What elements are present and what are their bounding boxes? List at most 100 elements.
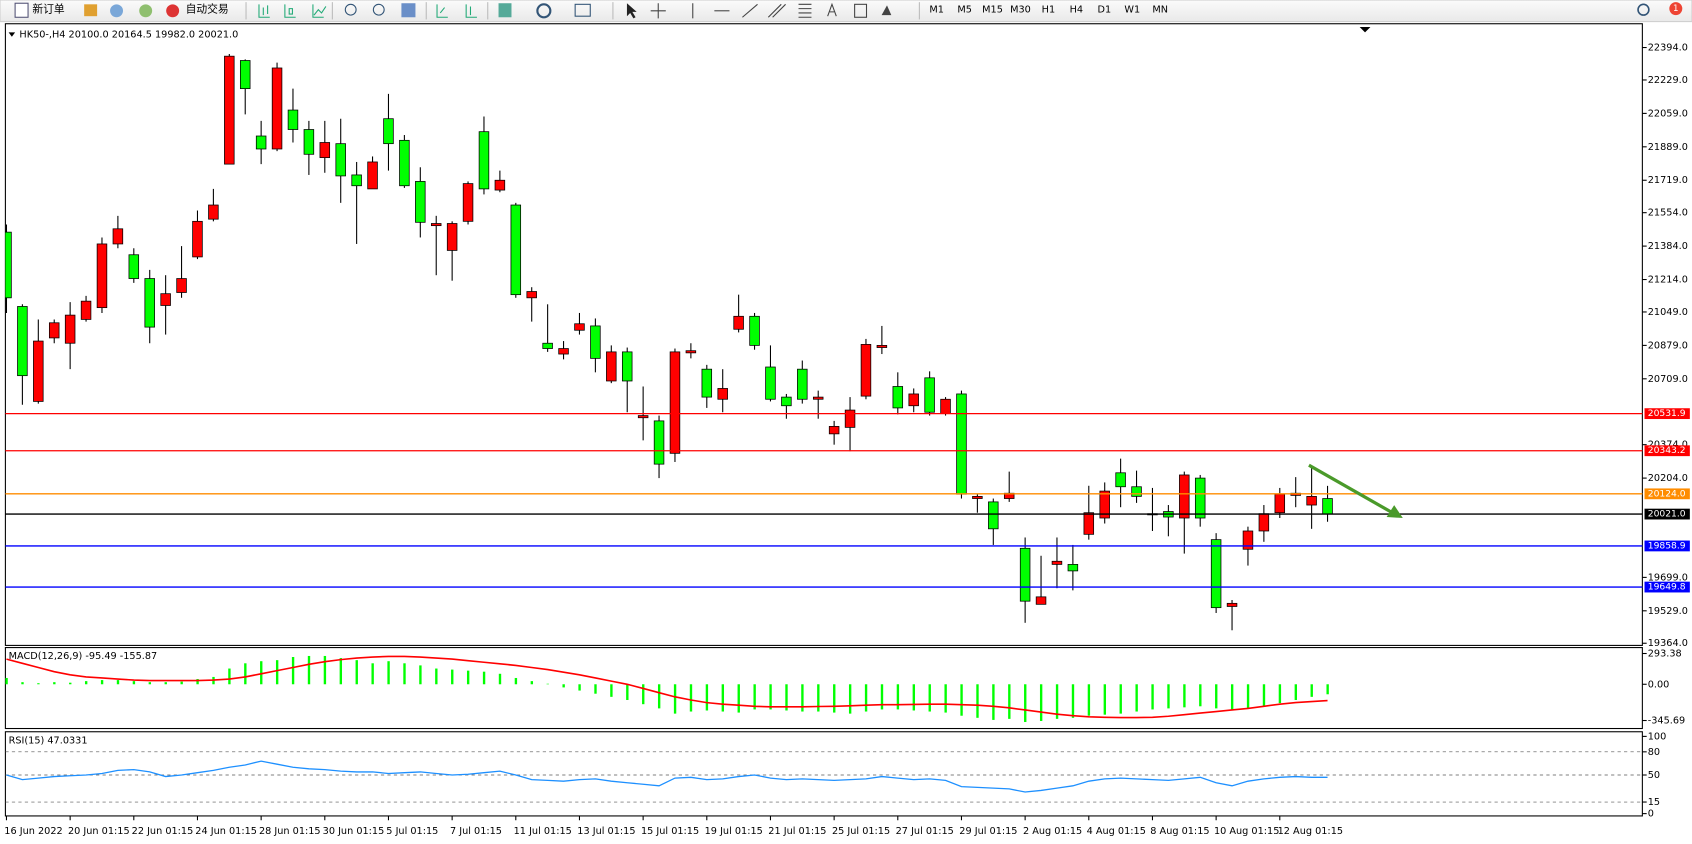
auto-trading-button[interactable]: 自动交易 <box>186 3 229 16</box>
candle-body <box>574 323 585 331</box>
y-tick-label: 20374.0 <box>1648 440 1688 451</box>
toolbar-icon[interactable] <box>139 4 153 18</box>
candle-body <box>1226 602 1238 607</box>
candle-body <box>96 243 108 309</box>
zoom-out-button[interactable] <box>372 3 385 16</box>
macd-bar <box>196 679 199 685</box>
macd-bar <box>180 681 183 685</box>
timeframe-button[interactable]: D1 <box>1098 5 1112 16</box>
candle-body <box>972 496 983 499</box>
macd-bar <box>1055 684 1059 719</box>
rsi-panel <box>4 731 1643 817</box>
candle-body <box>430 223 442 227</box>
candle-body <box>542 342 553 349</box>
arrows-button[interactable] <box>881 5 892 16</box>
trendline-button[interactable] <box>742 3 758 18</box>
macd-bar <box>1326 684 1329 695</box>
x-tick-label: 16 Jun 2022 <box>4 826 62 837</box>
timeframe-button[interactable]: W1 <box>1124 5 1140 16</box>
y-tick-label: 20709.0 <box>1648 374 1688 385</box>
toolbar-icon[interactable] <box>110 4 124 18</box>
y-tick-label: 20879.0 <box>1648 340 1688 351</box>
candle-body <box>1242 530 1254 550</box>
rsi-title: RSI(15) 47.0331 <box>9 735 88 746</box>
candle-body <box>1131 486 1142 497</box>
macd-bar <box>1199 684 1202 707</box>
timeframe-button[interactable]: M15 <box>982 5 1003 16</box>
label-button[interactable] <box>854 3 868 18</box>
macd-bar <box>626 684 629 700</box>
toolbar-icon[interactable] <box>84 4 98 17</box>
macd-bar <box>387 661 390 685</box>
candle-body <box>383 118 394 145</box>
price-level-label: 19858.9 <box>1648 540 1686 551</box>
price-level-tag <box>1644 508 1690 520</box>
candle-body <box>781 396 792 407</box>
candle-body <box>1083 512 1095 535</box>
periods-button[interactable] <box>536 3 552 19</box>
tile-button[interactable] <box>401 3 416 18</box>
candle-body <box>940 398 951 414</box>
macd-bar <box>228 668 231 685</box>
notification-count[interactable]: 1 <box>1673 4 1678 14</box>
new-order-button[interactable]: 新订单 <box>32 3 65 16</box>
macd-bar <box>594 684 597 694</box>
macd-bar <box>451 669 454 685</box>
candle-body <box>1306 496 1317 506</box>
macd-bar <box>944 684 947 713</box>
candle-body <box>160 293 171 306</box>
timeframe-button[interactable]: H4 <box>1070 5 1083 16</box>
price-level-label: 20531.9 <box>1648 408 1686 419</box>
timeframe-button[interactable]: M1 <box>929 5 944 16</box>
cursor-button[interactable] <box>626 3 637 19</box>
candle-body <box>1194 477 1206 519</box>
macd-bar <box>753 684 756 710</box>
shift-button[interactable] <box>465 4 477 18</box>
new-order-icon[interactable] <box>14 2 29 18</box>
timeframe-button[interactable]: M5 <box>957 5 972 16</box>
candle-body <box>192 220 203 258</box>
timeframe-button[interactable]: H1 <box>1042 5 1055 16</box>
candle-body <box>892 386 904 409</box>
annotation-arrow <box>1308 463 1395 516</box>
candle-body <box>239 60 251 90</box>
macd-bar <box>355 660 358 685</box>
line-chart-button[interactable] <box>312 4 327 18</box>
y-tick-label: 80 <box>1648 747 1660 758</box>
x-tick-label: 8 Aug 01:15 <box>1150 826 1209 837</box>
y-tick-label: 22059.0 <box>1648 108 1688 119</box>
candle-body <box>367 161 378 190</box>
symbol-marker <box>8 32 16 37</box>
timeframe-button[interactable]: MN <box>1152 5 1168 16</box>
price-level-tag <box>1644 408 1690 420</box>
macd-bar <box>960 684 963 716</box>
macd-bar <box>848 684 852 714</box>
candle-body <box>701 368 713 398</box>
scroll-button[interactable] <box>436 4 448 18</box>
auto-trading-icon[interactable] <box>166 4 180 18</box>
channel-button[interactable] <box>767 3 786 18</box>
macd-bar <box>1215 684 1218 709</box>
zoom-in-button[interactable] <box>344 3 357 16</box>
macd-bar <box>642 684 645 705</box>
templates-button[interactable] <box>574 3 591 17</box>
macd-bar <box>928 684 931 712</box>
macd-bar <box>1151 684 1154 710</box>
indicators-button[interactable] <box>498 3 512 18</box>
timeframe-button[interactable]: M30 <box>1010 5 1031 16</box>
macd-bar <box>498 673 502 685</box>
candle-chart-button[interactable] <box>284 4 296 18</box>
bar-chart-button[interactable] <box>258 4 270 18</box>
notification-badge[interactable] <box>1669 2 1683 16</box>
crosshair-button[interactable] <box>650 3 666 19</box>
search-button[interactable] <box>1637 3 1650 16</box>
x-tick-label: 5 Jul 01:15 <box>386 826 438 837</box>
fibo-button[interactable] <box>798 3 812 18</box>
text-button[interactable] <box>827 2 837 17</box>
macd-bar <box>1294 684 1298 700</box>
macd-bar <box>1246 684 1250 709</box>
macd-bar <box>5 677 8 685</box>
macd-bar <box>562 684 565 688</box>
candle-body <box>876 345 888 348</box>
candle-body <box>478 131 490 190</box>
